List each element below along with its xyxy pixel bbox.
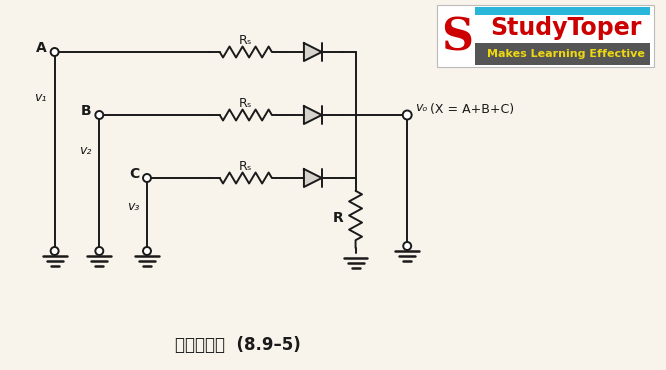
Text: B: B [81, 104, 91, 118]
Text: Rₛ: Rₛ [239, 34, 252, 47]
Text: v₃: v₃ [127, 199, 139, 212]
Polygon shape [304, 106, 322, 124]
Circle shape [403, 242, 411, 250]
Text: v₁: v₁ [35, 91, 47, 104]
Text: v₂: v₂ [79, 144, 92, 157]
Circle shape [95, 111, 103, 119]
Circle shape [95, 247, 103, 255]
FancyBboxPatch shape [437, 5, 653, 67]
Circle shape [51, 247, 59, 255]
Text: A: A [36, 41, 47, 55]
Text: vₒ: vₒ [415, 101, 428, 114]
Circle shape [403, 111, 412, 120]
Text: चित्र  (8.9–5): चित्र (8.9–5) [175, 336, 301, 354]
Polygon shape [304, 169, 322, 187]
Text: Rₛ: Rₛ [239, 159, 252, 172]
Circle shape [51, 48, 59, 56]
Text: R: R [332, 211, 343, 225]
Text: StudyToper: StudyToper [490, 16, 642, 40]
Text: (X = A+B+C): (X = A+B+C) [430, 102, 514, 115]
Polygon shape [304, 43, 322, 61]
Circle shape [143, 247, 151, 255]
Bar [475, 43, 649, 65]
Text: Rₛ: Rₛ [239, 97, 252, 110]
Circle shape [143, 174, 151, 182]
Bar [475, 7, 649, 15]
Text: S: S [441, 17, 473, 60]
Text: Makes Learning Effective: Makes Learning Effective [488, 49, 645, 59]
Text: C: C [129, 167, 139, 181]
